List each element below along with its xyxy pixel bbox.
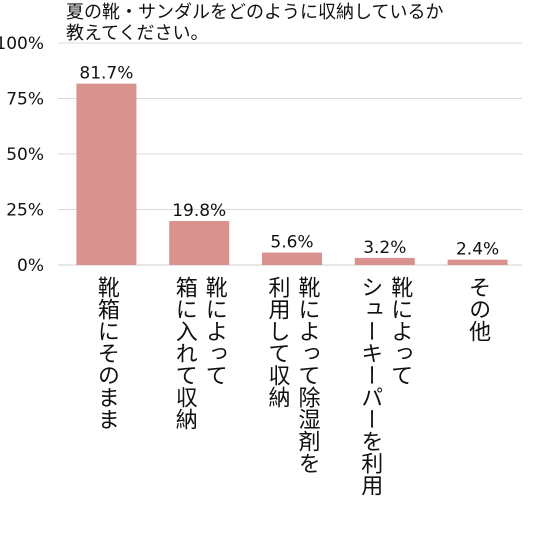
bar [354,257,415,265]
data-label: 5.6% [270,233,313,253]
chart-title-line-1: 夏の靴・サンダルをどのように収納しているか [66,2,444,23]
y-tick-label: 0% [17,256,44,276]
data-labels: 81.7% 19.8% 5.6% 3.2% 2.4% [79,64,499,260]
category-label: 靴によって [202,276,228,386]
data-label: 19.8% [172,201,226,221]
bar [447,259,508,265]
data-label: 81.7% [79,64,133,84]
category-label: 靴によって除湿剤を [295,276,321,474]
y-axis-ticks: 0% 25% 50% 75% 100% [0,34,44,276]
category-label: その他 [465,276,491,342]
category-label: 利用して収納 [265,276,291,408]
data-label: 3.2% [363,238,406,258]
bar [169,221,230,265]
data-label: 2.4% [456,240,499,260]
bars [76,83,508,265]
bar [76,83,137,265]
chart-title: 夏の靴・サンダルをどのように収納しているか 教えてください。 [66,2,526,44]
category-label: シューキーパーを利用 [357,276,383,496]
category-label: 靴箱にそのまま [94,276,120,430]
y-tick-label: 100% [0,34,44,54]
bar [262,252,322,265]
y-tick-label: 50% [6,145,44,165]
chart-title-line-2: 教えてください。 [66,23,209,44]
y-tick-label: 25% [6,201,44,221]
category-label: 箱に入れて収納 [172,276,198,430]
category-label: 靴によって [387,276,413,386]
y-tick-label: 75% [6,90,44,110]
